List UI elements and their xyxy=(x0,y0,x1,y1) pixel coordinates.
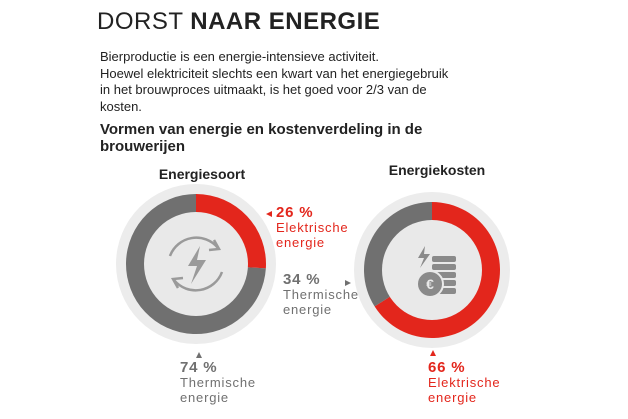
donut xyxy=(125,194,266,335)
slice-label: 26 % Elektrische energie xyxy=(276,205,376,250)
value-label: 34 % xyxy=(283,271,321,288)
value-label: 26 % xyxy=(276,204,314,221)
intro-line: kosten. xyxy=(100,98,142,114)
category-label: Elektrische energie xyxy=(276,220,349,250)
pointer xyxy=(266,211,272,217)
slice-label: 74 % Thermische energie xyxy=(180,360,280,405)
slice xyxy=(196,194,266,269)
category-label: Thermische energie xyxy=(283,287,359,317)
value-label: 66 % xyxy=(428,359,466,376)
slice-label: 66 % Elektrische energie xyxy=(428,360,528,405)
title: DORST NAAR ENERGIE xyxy=(97,8,380,36)
pointer xyxy=(345,280,351,286)
slice xyxy=(363,202,432,307)
inner xyxy=(382,220,482,320)
pointer xyxy=(196,352,202,358)
cost-icon: € xyxy=(416,246,456,298)
energy-icon xyxy=(168,236,224,292)
title-light: DORST xyxy=(97,8,184,35)
title-bold: NAAR ENERGIE xyxy=(190,8,381,35)
category-label: Thermische energie xyxy=(180,375,256,405)
subtitle: Vormen van energie en kostenverdeling in… xyxy=(100,121,423,155)
chart-title: Energiekosten xyxy=(388,162,486,178)
intro: Bierproductie is een energie-intensieve … xyxy=(100,49,448,115)
svg-text:€: € xyxy=(426,276,434,292)
chart-title: Energiesoort xyxy=(158,166,246,182)
category-label: Elektrische energie xyxy=(428,375,501,405)
intro-line: in het brouwproces uitmaakt, is het goed… xyxy=(100,82,427,97)
intro-line: Bierproductie is een energie-intensieve … xyxy=(100,49,379,64)
pointer xyxy=(430,350,436,356)
value-label: 74 % xyxy=(180,359,218,376)
slice-label: 34 % Thermische energie xyxy=(283,272,383,317)
intro-line: Hoewel elektriciteit slechts een kwart v… xyxy=(100,65,449,81)
